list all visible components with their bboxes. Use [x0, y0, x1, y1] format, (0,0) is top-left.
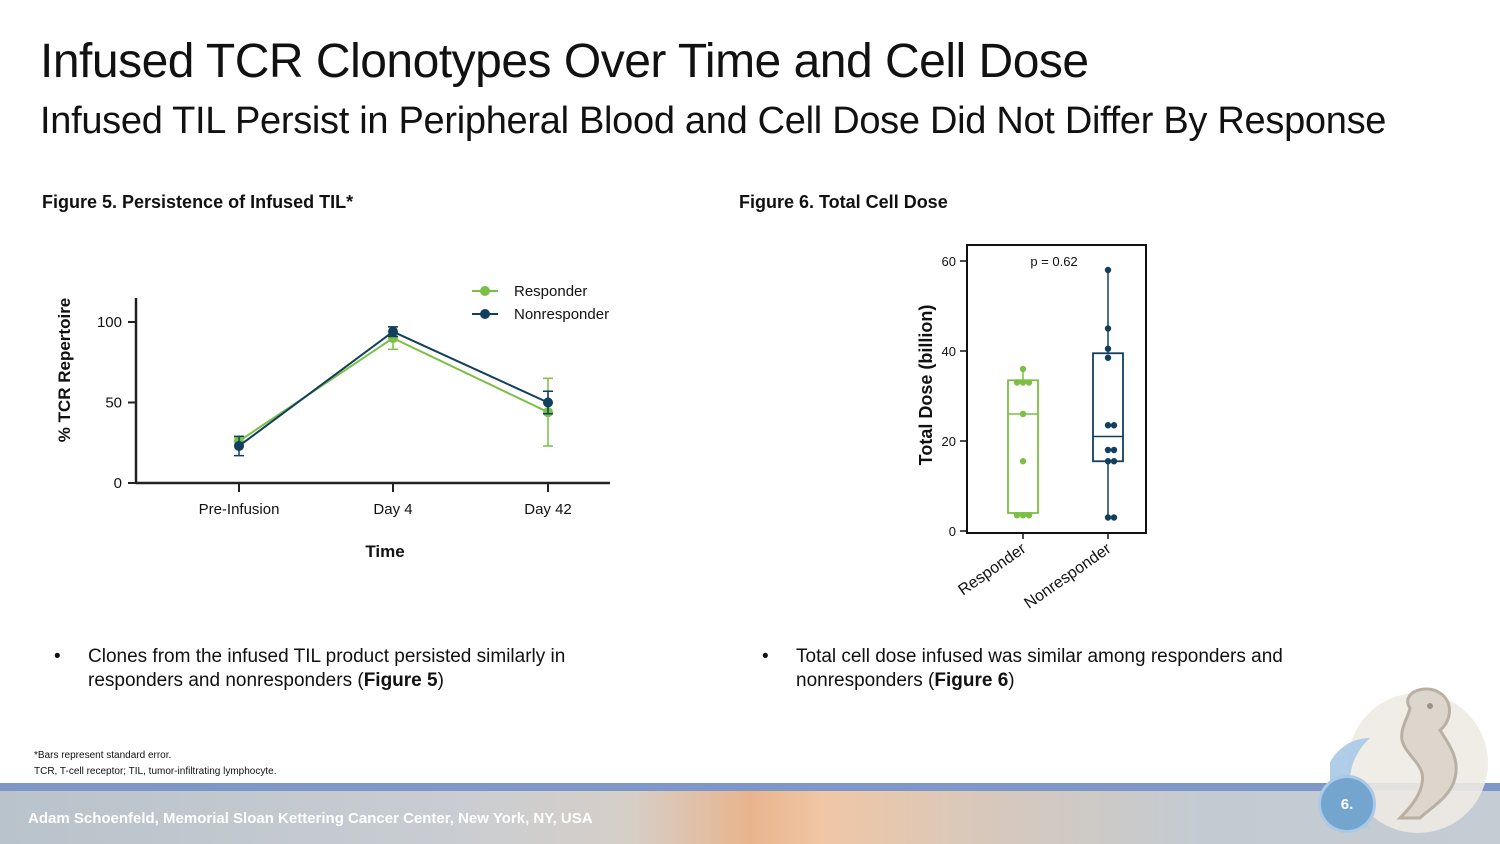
y-tick-label: 60: [942, 254, 956, 269]
bullet-marker: •: [762, 646, 769, 667]
legend-label: Nonresponder: [514, 306, 609, 323]
figure-6-chart: 0 20 40 60 Total Dose (billion) p = 0.62 Respo…: [916, 244, 1147, 612]
box-nonresponder: [1092, 352, 1124, 463]
figure-6-ref: Figure 6: [934, 670, 1009, 691]
bullet-text: Total cell dose infused was similar amon…: [796, 646, 1283, 691]
data-point-responder: [1019, 379, 1027, 386]
bullet-text: Clones from the infused TIL product pers…: [88, 646, 566, 691]
data-point-responder: [1019, 365, 1027, 373]
data-point-nonresponder: [1110, 514, 1118, 521]
data-point-responder: [1025, 512, 1033, 519]
data-point-nonresponder: [1104, 354, 1112, 361]
x-tick-label: Nonresponder: [1021, 540, 1114, 612]
figure-5-ref: Figure 5: [363, 670, 438, 691]
data-point-nonresponder: [388, 326, 398, 337]
data-point-nonresponder: [1104, 446, 1112, 454]
y-tick-label: 0: [114, 475, 122, 492]
data-point-responder: [1013, 379, 1021, 386]
legend-marker-responder: [480, 286, 490, 296]
figure-5-title: Figure 5. Persistence of Infused TIL*: [42, 192, 354, 212]
data-point-nonresponder: [1104, 266, 1112, 274]
data-point-nonresponder: [234, 440, 244, 451]
figure-6-title: Figure 6. Total Cell Dose: [739, 192, 948, 212]
footnote-error-bars: *Bars represent standard error.: [34, 750, 172, 761]
x-tick-label: Pre-Infusion: [199, 501, 280, 518]
x-axis-title: Time: [365, 542, 404, 561]
figure-5-chart: 0 50 100 Pre-Infusion Day 4 Day 42 Time % TCR R…: [55, 283, 610, 561]
box-responder: [1007, 379, 1039, 514]
data-point-nonresponder: [1104, 422, 1112, 429]
data-point-nonresponder: [543, 397, 553, 408]
y-tick-label: 50: [105, 395, 122, 412]
y-tick-label: 0: [949, 524, 956, 539]
data-point-nonresponder: [1104, 458, 1112, 465]
y-tick-label: 20: [942, 434, 956, 449]
y-axis-title: % TCR Repertoire: [55, 298, 74, 443]
data-point-nonresponder: [1110, 458, 1118, 465]
data-point-responder: [1019, 410, 1027, 418]
data-point-nonresponder: [1104, 325, 1112, 332]
footnote-abbreviations: TCR, T-cell receptor; TIL, tumor-infiltr…: [34, 766, 277, 777]
data-point-nonresponder: [1110, 446, 1118, 454]
data-point-responder: [1019, 512, 1027, 519]
data-point-responder: [1025, 379, 1033, 386]
footer-bar: Adam Schoenfeld, Memorial Sloan Ketterin…: [0, 783, 1500, 844]
p-value-annotation: p = 0.62: [1030, 254, 1077, 269]
data-point-responder: [1013, 512, 1021, 519]
data-point-nonresponder: [1104, 345, 1112, 352]
y-tick-label: 40: [942, 344, 956, 359]
series-line-responder: [238, 336, 549, 442]
slide-title: Infused TCR Clonotypes Over Time and Cel…: [40, 35, 1089, 88]
page-number-badge: 6.: [1318, 775, 1376, 833]
footer-presenter: Adam Schoenfeld, Memorial Sloan Ketterin…: [28, 810, 593, 827]
y-tick-label: 100: [97, 314, 122, 331]
footer-stripe: [0, 783, 1500, 791]
legend-label: Responder: [514, 283, 587, 300]
legend-marker-nonresponder: [480, 309, 490, 319]
data-point-nonresponder: [1104, 514, 1112, 521]
x-tick-label: Day 42: [524, 501, 572, 518]
x-tick-label: Day 4: [373, 501, 412, 518]
data-point-responder: [1019, 458, 1027, 465]
plot-frame: [966, 244, 1147, 534]
y-axis-title: Total Dose (billion): [916, 305, 936, 466]
bullet-marker: •: [54, 646, 61, 667]
slide-subtitle: Infused TIL Persist in Peripheral Blood …: [40, 100, 1387, 142]
data-point-nonresponder: [1110, 422, 1118, 429]
x-tick-label: Responder: [955, 540, 1029, 599]
